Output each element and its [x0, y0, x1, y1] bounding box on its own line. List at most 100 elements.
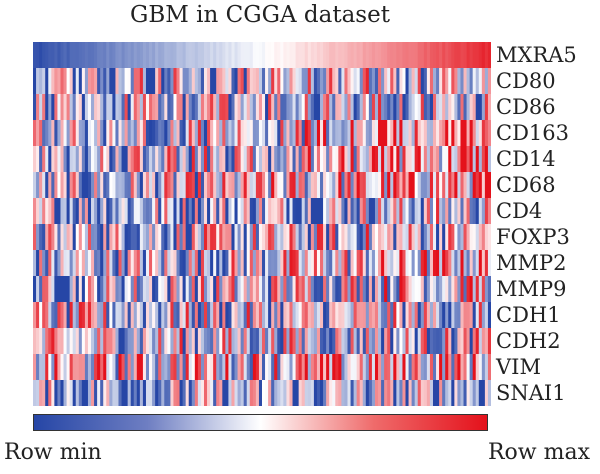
heatmap-cell: [320, 120, 324, 147]
heatmap-cell: [295, 354, 300, 381]
heatmap-cell: [185, 146, 190, 173]
heatmap-cell: [307, 42, 312, 69]
heatmap-cell: [97, 42, 101, 69]
heatmap-cell: [283, 224, 287, 251]
heatmap-cell: [469, 68, 474, 95]
heatmap-row-cd4: [33, 198, 491, 225]
heatmap-cell: [432, 354, 437, 381]
heatmap-cell: [374, 380, 379, 406]
heatmap-cell: [338, 68, 342, 95]
heatmap-cell: [87, 302, 92, 329]
heatmap-cell: [133, 42, 138, 69]
heatmap-cell: [161, 354, 165, 381]
heatmap-cell: [298, 120, 303, 147]
heatmap-cell: [222, 146, 226, 173]
heatmap-cell: [106, 276, 110, 303]
heatmap-cell: [417, 380, 422, 406]
heatmap-cell: [63, 250, 67, 277]
heatmap-cell: [469, 302, 474, 329]
heatmap-cell: [475, 354, 480, 381]
heatmap-cell: [268, 198, 272, 225]
heatmap-cell: [335, 354, 339, 381]
heatmap-cell: [225, 224, 229, 251]
heatmap-cell: [197, 302, 202, 329]
heatmap-cell: [164, 328, 168, 355]
heatmap-cell: [439, 224, 443, 251]
heatmap-cell: [487, 224, 491, 251]
heatmap-cell: [164, 354, 168, 381]
heatmap-cell: [255, 250, 260, 277]
heatmap-cell: [210, 42, 214, 69]
heatmap-cell: [191, 146, 196, 173]
heatmap-cell: [362, 302, 367, 329]
heatmap-cell: [484, 198, 489, 225]
heatmap-cell: [356, 250, 361, 277]
heatmap-cell: [436, 328, 440, 355]
heatmap-cell: [487, 172, 491, 199]
heatmap-cell: [310, 68, 315, 95]
heatmap-cell: [133, 146, 138, 173]
heatmap-cell: [463, 250, 467, 277]
heatmap-cell: [487, 380, 491, 406]
heatmap-cell: [45, 68, 49, 95]
heatmap-cell: [310, 146, 315, 173]
heatmap-cell: [203, 250, 208, 277]
heatmap-cell: [231, 380, 235, 406]
heatmap-cell: [448, 354, 452, 381]
heatmap-cell: [341, 68, 345, 95]
heatmap-cell: [487, 120, 491, 147]
heatmap-cell: [265, 172, 269, 199]
heatmap-cell: [280, 120, 284, 147]
heatmap-cell: [258, 94, 263, 121]
heatmap-cell: [423, 276, 428, 303]
heatmap-cell: [54, 302, 58, 329]
heatmap-cell: [445, 172, 449, 199]
heatmap-cell: [252, 68, 257, 95]
heatmap-cell: [265, 354, 269, 381]
heatmap-cell: [130, 120, 135, 147]
heatmap-cell: [124, 250, 129, 277]
heatmap-cell: [231, 120, 235, 147]
heatmap-cell: [130, 354, 135, 381]
heatmap-cell: [368, 302, 373, 329]
heatmap-cell: [185, 68, 190, 95]
heatmap-cell: [234, 250, 238, 277]
heatmap-cell: [219, 198, 223, 225]
heatmap-cell: [432, 224, 437, 251]
heatmap-cell: [63, 120, 67, 147]
heatmap-cell: [39, 120, 43, 147]
heatmap-cell: [378, 354, 382, 381]
heatmap-cell: [45, 354, 49, 381]
heatmap-cell: [353, 276, 358, 303]
heatmap-cell: [139, 42, 144, 69]
heatmap-cell: [87, 120, 92, 147]
heatmap-cell: [72, 68, 77, 95]
heatmap-cell: [295, 328, 300, 355]
heatmap-cell: [365, 172, 370, 199]
heatmap-cell: [213, 146, 217, 173]
heatmap-cell: [356, 94, 361, 121]
heatmap-cell: [210, 94, 214, 121]
heatmap-cell: [149, 250, 153, 277]
heatmap-cell: [439, 68, 443, 95]
heatmap-cell: [246, 380, 251, 406]
heatmap-cell: [408, 198, 413, 225]
heatmap-cell: [420, 146, 425, 173]
heatmap-cell: [323, 328, 327, 355]
heatmap-cell: [432, 68, 437, 95]
heatmap-cell: [365, 68, 370, 95]
chart-title: GBM in CGGA dataset: [130, 2, 390, 28]
heatmap-cell: [316, 354, 321, 381]
heatmap-cell: [408, 276, 413, 303]
heatmap-cell: [307, 146, 312, 173]
heatmap-cell: [124, 354, 129, 381]
heatmap-cell: [142, 198, 147, 225]
heatmap-cell: [167, 380, 171, 406]
heatmap-cell: [36, 198, 40, 225]
heatmap-cell: [274, 302, 278, 329]
heatmap-cell: [451, 354, 455, 381]
heatmap-cell: [173, 276, 177, 303]
heatmap-cell: [106, 42, 110, 69]
heatmap-cell: [414, 42, 419, 69]
row-label-snai1: SNAI1: [496, 381, 566, 405]
